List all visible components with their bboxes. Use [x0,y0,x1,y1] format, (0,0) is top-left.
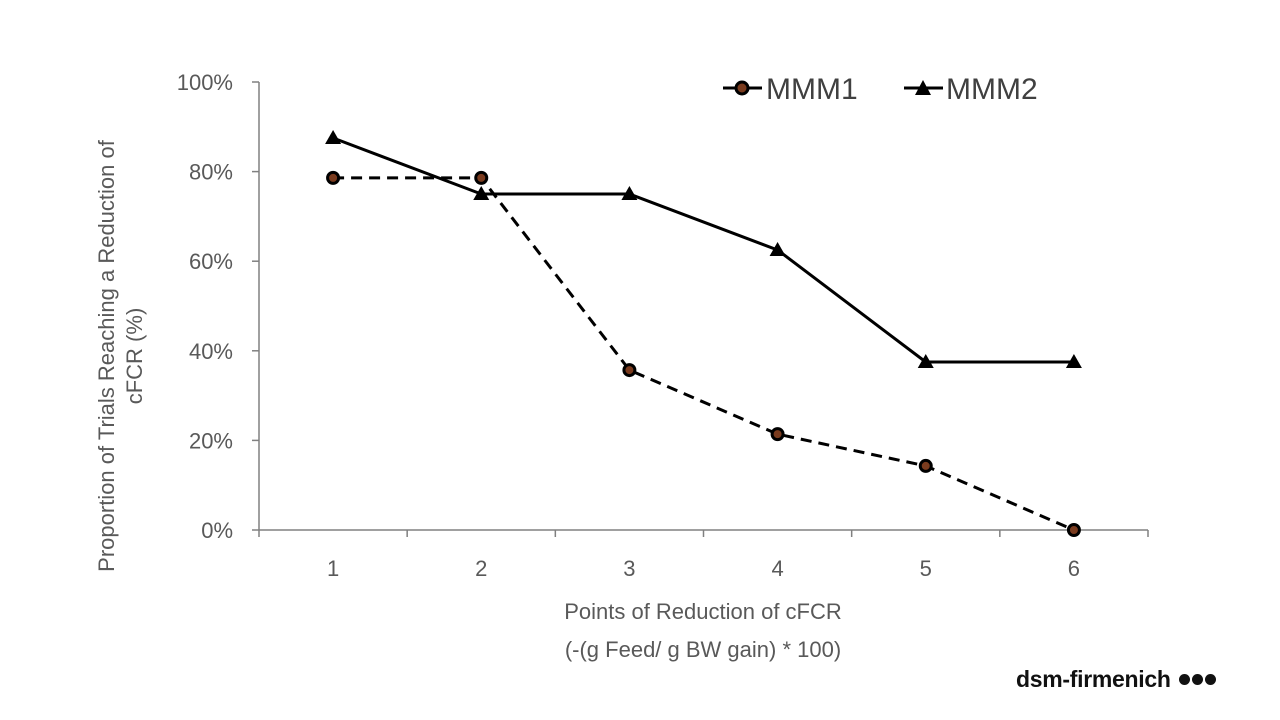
x-axis-title-line2: (-(g Feed/ g BW gain) * 100) [565,637,841,662]
legend-item-mmm1: MMM1 [723,73,858,106]
x-tick-label: 4 [771,556,783,581]
x-tick-label: 3 [623,556,635,581]
data-point-mmm2 [473,186,490,200]
y-ticks: 0% 20% 40% 60% 80% 100% [177,70,259,543]
brand-dots-icon [1178,673,1216,685]
legend-item-mmm2: MMM2 [904,73,1038,106]
x-ticks: 1 2 3 4 5 6 [258,530,1149,581]
series-layer [325,130,1082,537]
data-point-mmm2 [1065,354,1082,368]
brand-dot-icon [1204,673,1216,685]
data-point-mmm1 [770,427,785,442]
y-axis-title-line1: Proportion of Trials Reaching a Reductio… [94,139,119,572]
legend-mmm1-marker [734,80,750,96]
y-tick-label: 100% [177,70,233,95]
x-tick-label: 5 [920,556,932,581]
series-line-mmm2 [332,136,1074,364]
y-tick-label: 20% [189,428,233,453]
x-axis-title-line1: Points of Reduction of cFCR [564,599,842,624]
data-point-mmm1 [622,363,637,378]
brand-logo-text: dsm-firmenich [1016,665,1171,692]
legend-mmm1-label: MMM1 [766,73,858,106]
data-point-mmm1 [1066,523,1081,537]
x-tick-label: 1 [327,556,339,581]
data-point-mmm2 [325,130,342,144]
y-tick-label: 80% [189,160,233,185]
legend-mmm2-marker [915,80,931,95]
y-tick-label: 0% [201,518,233,543]
series-line-mmm1 [333,176,1075,532]
data-point-mmm1 [326,170,341,185]
data-point-mmm1 [474,170,489,185]
brand-dot-icon [1191,673,1203,685]
legend-mmm2-label: MMM2 [946,73,1038,106]
y-tick-label: 40% [189,339,233,364]
x-tick-label: 2 [475,556,487,581]
x-tick-label: 6 [1068,556,1080,581]
brand-dot-icon [1178,673,1190,685]
legend: MMM1 MMM2 [723,73,1038,106]
y-axis-title-line2: cFCR (%) [122,308,147,405]
data-point-mmm2 [621,186,638,200]
data-point-mmm2 [917,354,934,368]
brand-logo: dsm-firmenich [1016,664,1216,694]
data-point-mmm1 [918,458,933,473]
y-tick-label: 60% [189,249,233,274]
data-point-mmm2 [769,242,786,256]
